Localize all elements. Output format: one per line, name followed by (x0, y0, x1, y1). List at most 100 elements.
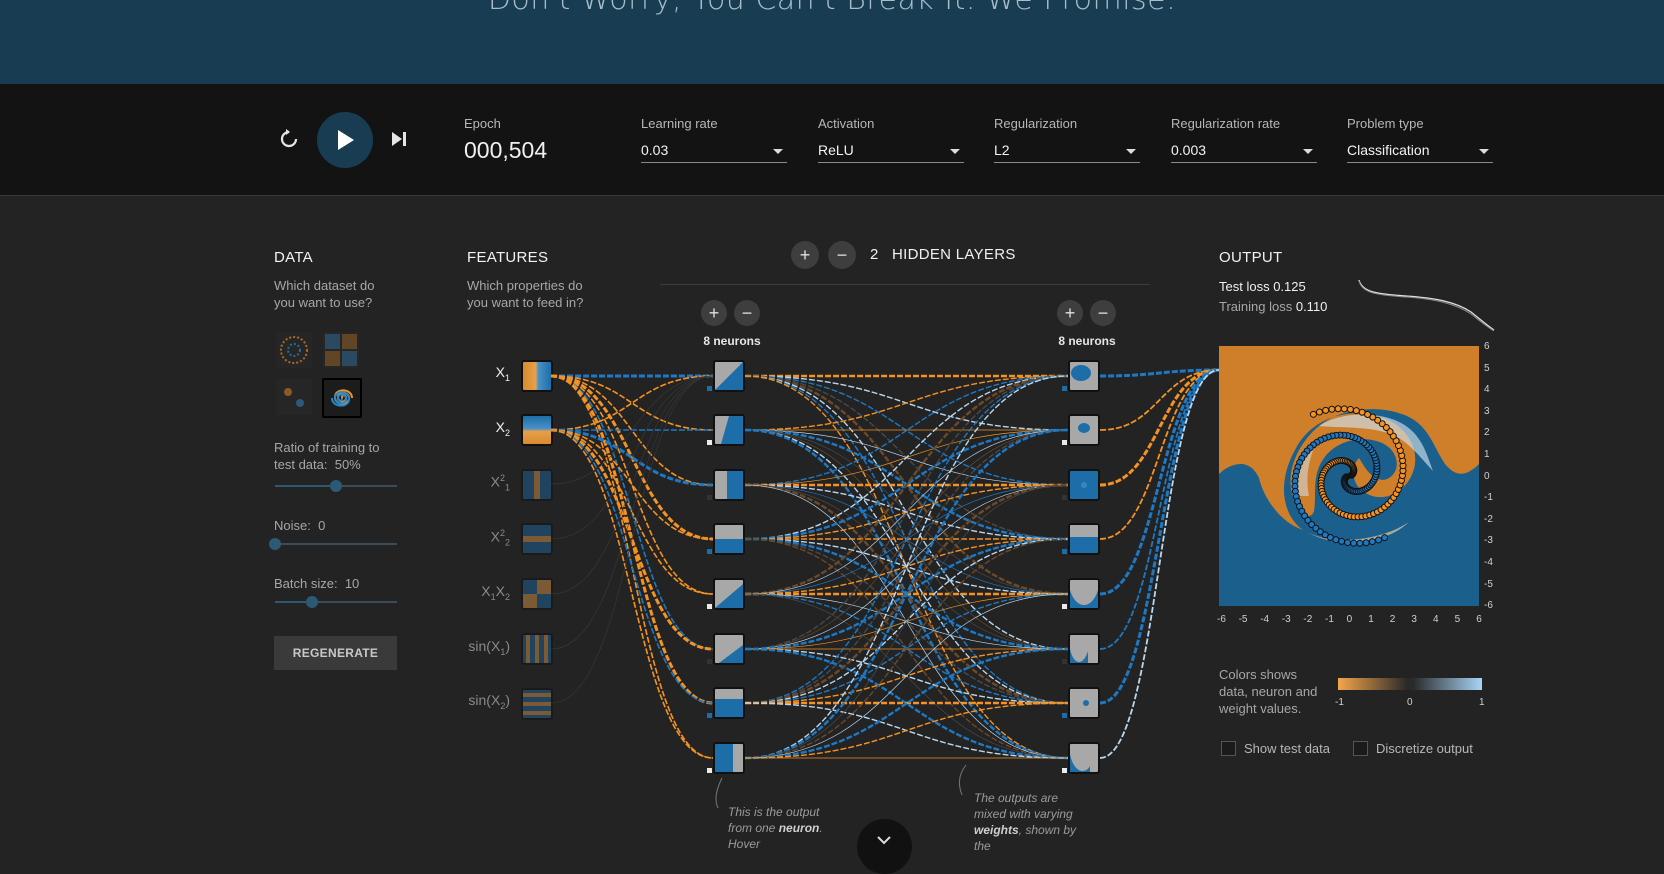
add-layer-button[interactable]: + (791, 241, 819, 269)
ratio-slider-knob[interactable] (330, 480, 342, 492)
bias-indicator[interactable] (707, 604, 712, 609)
feature-node-x1-squared[interactable] (521, 469, 553, 501)
layer2-neuron[interactable] (1068, 360, 1100, 392)
hero-title: Don't Worry, You Can't Break It. We Prom… (0, 0, 1664, 17)
x-axis-tick: -3 (1281, 614, 1291, 625)
bias-indicator[interactable] (707, 768, 712, 773)
scroll-down-button[interactable] (857, 819, 912, 874)
bias-indicator[interactable] (707, 713, 712, 718)
bias-indicator[interactable] (707, 495, 712, 500)
bias-indicator[interactable] (1062, 440, 1067, 445)
discretize-output-checkbox[interactable] (1353, 741, 1368, 756)
bias-indicator[interactable] (1062, 495, 1067, 500)
bias-indicator[interactable] (1062, 713, 1067, 718)
layer1-neuron[interactable] (713, 469, 745, 501)
data-point (1316, 528, 1324, 536)
noise-slider[interactable] (275, 543, 397, 545)
layer1-neuron[interactable] (713, 633, 745, 665)
weight-link (550, 375, 714, 431)
layer1-neuron[interactable] (713, 360, 745, 392)
layer2-neuron[interactable] (1068, 687, 1100, 719)
regularization-select[interactable]: L2 (994, 138, 1140, 163)
bias-indicator[interactable] (1062, 604, 1067, 609)
data-point (1375, 536, 1383, 544)
output-heatmap (1219, 346, 1479, 606)
reset-icon[interactable] (278, 128, 300, 155)
x-axis-tick: -6 (1217, 614, 1226, 625)
bias-indicator[interactable] (707, 549, 712, 554)
dataset-xor-thumb[interactable] (323, 332, 359, 368)
play-icon (338, 130, 354, 150)
data-point (1334, 405, 1342, 413)
y-axis-tick: 0 (1484, 470, 1490, 482)
layer1-neuron[interactable] (713, 578, 745, 610)
remove-neuron-layer2-button[interactable]: − (1090, 300, 1116, 326)
regenerate-button[interactable]: REGENERATE (274, 636, 397, 670)
layer2-neuron[interactable] (1068, 469, 1100, 501)
data-point (1350, 539, 1358, 547)
weight-link (550, 375, 714, 595)
y-axis-tick: 5 (1484, 362, 1490, 374)
bias-indicator[interactable] (1062, 659, 1067, 664)
layer2-neuron[interactable] (1068, 633, 1100, 665)
noise-label: Noise: 0 (274, 518, 325, 533)
y-axis-tick: -1 (1484, 492, 1493, 504)
add-neuron-layer2-button[interactable]: + (1057, 300, 1083, 326)
data-question: Which dataset do you want to use? (274, 278, 375, 310)
control-bar: Epoch 000,504 Learning rate 0.03 Activat… (0, 84, 1664, 196)
layer1-neuron[interactable] (713, 742, 745, 774)
scale-min-label: -1 (1335, 697, 1344, 708)
bias-indicator[interactable] (1062, 386, 1067, 391)
y-axis-tick: 6 (1484, 341, 1490, 352)
weight-link (744, 375, 1069, 650)
activation-select[interactable]: ReLU (818, 138, 964, 163)
regularization-rate-select[interactable]: 0.003 (1171, 138, 1317, 163)
remove-neuron-layer1-button[interactable]: − (734, 300, 760, 326)
layer2-neuron[interactable] (1068, 523, 1100, 555)
feature-label: X22 (490, 528, 510, 548)
layer1-neuron[interactable] (713, 414, 745, 446)
dataset-circle-thumb[interactable] (276, 332, 312, 368)
weight-link (1099, 369, 1220, 540)
layer2-neuron[interactable] (1068, 414, 1100, 446)
chevron-down-icon (877, 836, 891, 845)
regularization-label: Regularization (994, 116, 1078, 131)
x-axis-tick: 5 (1454, 614, 1461, 625)
scale-mid-label: 0 (1407, 697, 1413, 708)
bias-indicator[interactable] (707, 440, 712, 445)
show-test-data-label[interactable]: Show test data (1244, 741, 1330, 756)
problem-type-select[interactable]: Classification (1347, 138, 1493, 163)
dataset-gauss-thumb[interactable] (276, 379, 312, 415)
data-point (1382, 424, 1390, 432)
step-icon[interactable] (391, 131, 407, 152)
bias-indicator[interactable] (707, 659, 712, 664)
test-loss-value: 0.125 (1273, 279, 1306, 294)
feature-node-sin-x2[interactable] (521, 688, 553, 720)
layer1-neuron[interactable] (713, 687, 745, 719)
batch-size-slider-knob[interactable] (305, 596, 318, 608)
y-axis-tick: -3 (1484, 535, 1493, 547)
feature-node-x2-squared[interactable] (521, 523, 553, 555)
batch-size-slider[interactable] (275, 601, 397, 603)
bias-indicator[interactable] (1062, 768, 1067, 773)
bias-indicator[interactable] (1062, 549, 1067, 554)
learning-rate-label: Learning rate (641, 116, 718, 131)
discretize-output-label[interactable]: Discretize output (1376, 741, 1473, 756)
learning-rate-select[interactable]: 0.03 (641, 138, 787, 163)
layer2-neuron[interactable] (1068, 742, 1100, 774)
y-axis-tick: -2 (1484, 513, 1493, 525)
remove-layer-button[interactable]: − (828, 241, 856, 269)
play-button[interactable] (317, 112, 373, 168)
layer1-neuron[interactable] (713, 523, 745, 555)
bias-indicator[interactable] (707, 386, 712, 391)
weight-link (1099, 369, 1220, 431)
show-test-data-checkbox[interactable] (1221, 741, 1236, 756)
noise-slider-knob[interactable] (269, 538, 281, 550)
weight-link (744, 538, 1069, 759)
dataset-spiral-thumb[interactable] (322, 378, 362, 418)
network-connections (550, 368, 1220, 760)
activation-value: ReLU (818, 142, 854, 158)
layer2-neuron[interactable] (1068, 578, 1100, 610)
add-neuron-layer1-button[interactable]: + (701, 300, 727, 326)
feature-label: sin(X1) (468, 638, 510, 657)
